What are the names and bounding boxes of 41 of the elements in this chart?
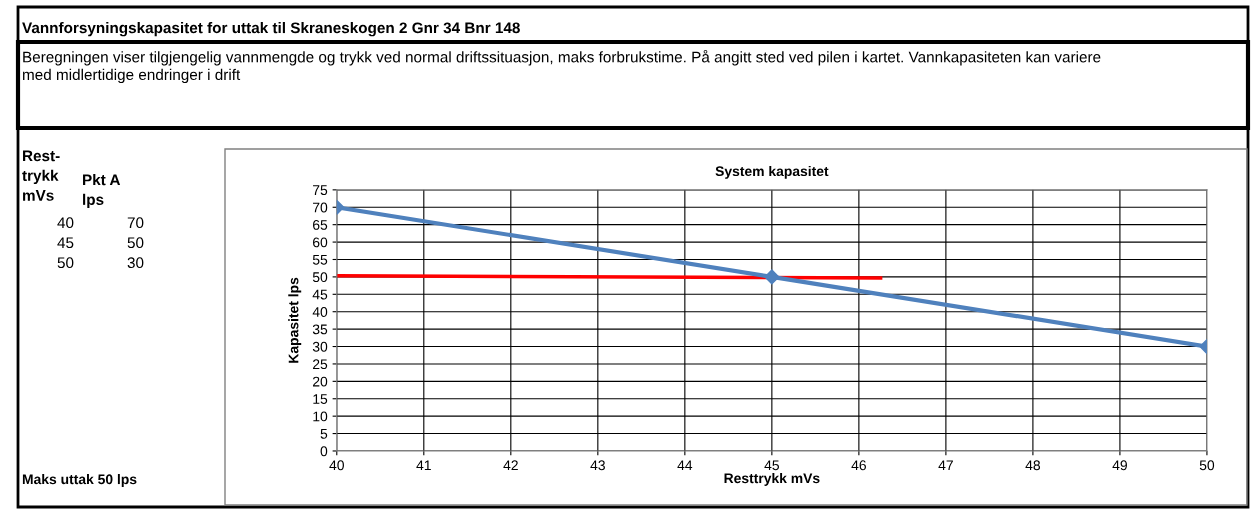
text: 45	[57, 237, 74, 249]
y-tick-label: 10	[313, 411, 328, 422]
text: Rest- trykk mVs	[22, 150, 60, 201]
y-tick-label: 15	[313, 394, 328, 404]
text: Beregningen viser tilgjengelig vannmengde og trykk ved normal driftssituasjon, maks forbrukstime. På angitt sted ved pilen i kartet. Vannkapasiteten kan variere med midlertidige endringer i drift	[23, 50, 1101, 84]
x-tick-label: 49	[1112, 460, 1127, 471]
text: 70	[127, 217, 144, 229]
x-tick-label: 45	[764, 460, 779, 471]
x-tick-label: 47	[938, 460, 953, 471]
text: 50	[57, 257, 74, 269]
text: 50	[127, 237, 144, 249]
x-axis-title: Resttrykk mVs	[724, 472, 820, 486]
x-tick-label: 40	[329, 460, 344, 471]
y-tick-label: 5	[320, 429, 328, 439]
y-tick-label: 35	[312, 324, 328, 335]
y-tick-label: 65	[313, 220, 328, 230]
y-tick-label: 20	[313, 376, 328, 387]
x-tick-label: 46	[851, 460, 866, 471]
y-tick-label: 40	[312, 307, 328, 317]
y-tick-label: 55	[312, 254, 328, 265]
y-tick-label: 70	[313, 202, 328, 213]
text: Maks uttak 50 lps	[22, 474, 137, 487]
y-tick-label: 25	[313, 359, 328, 370]
x-tick-label: 42	[503, 460, 518, 471]
text: Pkt A lps	[83, 174, 121, 209]
x-tick-label: 41	[416, 460, 431, 471]
y-tick-label: 60	[313, 237, 328, 248]
y-tick-label: 50	[312, 272, 328, 283]
y-axis-title: Kapasitet lps	[288, 277, 302, 363]
x-tick-label: 44	[677, 460, 693, 471]
y-tick-label: 75	[313, 185, 328, 196]
y-tick-label: 45	[312, 289, 328, 300]
text: 30	[127, 257, 144, 269]
y-tick-label: 0	[320, 446, 328, 457]
chart-title: System kapasitet	[715, 165, 829, 179]
x-tick-label: 50	[1199, 460, 1215, 471]
x-tick-label: 48	[1025, 460, 1041, 471]
y-tick-label: 30	[312, 341, 328, 352]
text: Vannforsyningskapasitet for uttak til Skraneskogen 2 Gnr 34 Bnr 148	[22, 22, 520, 37]
text: 40	[57, 217, 74, 229]
x-tick-label: 43	[590, 460, 605, 471]
